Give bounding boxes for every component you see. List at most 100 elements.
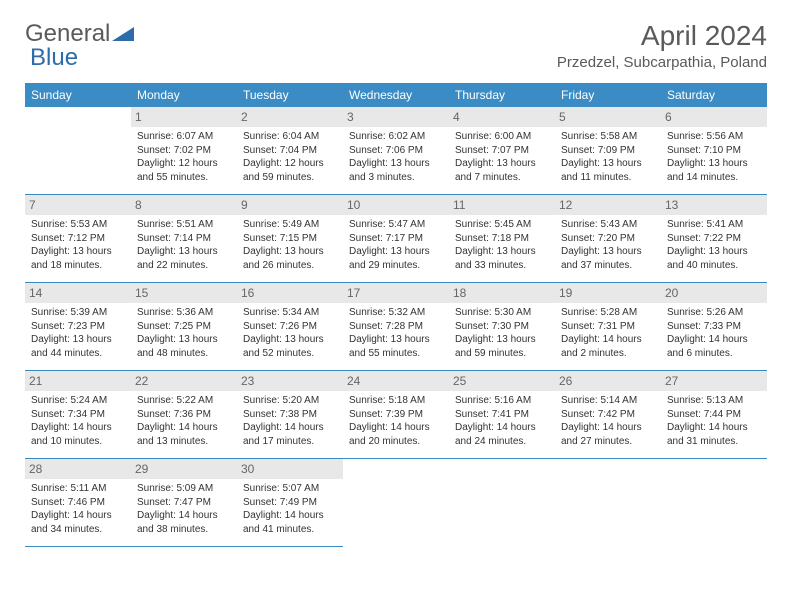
day-number: 8 [131, 195, 237, 215]
sunrise-text: Sunrise: 5:47 AM [349, 218, 443, 232]
sunset-text: Sunset: 7:42 PM [561, 408, 655, 422]
sunrise-text: Sunrise: 5:24 AM [31, 394, 125, 408]
day-number: 22 [131, 371, 237, 391]
calendar-cell: 15Sunrise: 5:36 AMSunset: 7:25 PMDayligh… [131, 283, 237, 371]
sunset-text: Sunset: 7:44 PM [667, 408, 761, 422]
day-header: Friday [555, 83, 661, 107]
day-number: 9 [237, 195, 343, 215]
daylight-text: Daylight: 14 hours [137, 421, 231, 435]
calendar-cell: 11Sunrise: 5:45 AMSunset: 7:18 PMDayligh… [449, 195, 555, 283]
sunset-text: Sunset: 7:20 PM [561, 232, 655, 246]
daylight-text: Daylight: 12 hours [137, 157, 231, 171]
daylight-text: and 11 minutes. [561, 171, 655, 185]
sunset-text: Sunset: 7:02 PM [137, 144, 231, 158]
day-number: 6 [661, 107, 767, 127]
calendar-cell: 1Sunrise: 6:07 AMSunset: 7:02 PMDaylight… [131, 107, 237, 195]
daylight-text: Daylight: 13 hours [243, 245, 337, 259]
calendar-cell [343, 459, 449, 547]
sunset-text: Sunset: 7:12 PM [31, 232, 125, 246]
daylight-text: and 37 minutes. [561, 259, 655, 273]
calendar-cell: 7Sunrise: 5:53 AMSunset: 7:12 PMDaylight… [25, 195, 131, 283]
daylight-text: Daylight: 12 hours [243, 157, 337, 171]
sunset-text: Sunset: 7:09 PM [561, 144, 655, 158]
daylight-text: and 14 minutes. [667, 171, 761, 185]
calendar-cell [661, 459, 767, 547]
day-number: 17 [343, 283, 449, 303]
daylight-text: Daylight: 13 hours [667, 245, 761, 259]
day-number: 15 [131, 283, 237, 303]
day-number: 28 [25, 459, 131, 479]
sunset-text: Sunset: 7:28 PM [349, 320, 443, 334]
sunset-text: Sunset: 7:15 PM [243, 232, 337, 246]
calendar-cell: 30Sunrise: 5:07 AMSunset: 7:49 PMDayligh… [237, 459, 343, 547]
sunrise-text: Sunrise: 5:26 AM [667, 306, 761, 320]
calendar-body: 1Sunrise: 6:07 AMSunset: 7:02 PMDaylight… [25, 107, 767, 547]
sunrise-text: Sunrise: 5:56 AM [667, 130, 761, 144]
day-number: 19 [555, 283, 661, 303]
daylight-text: Daylight: 14 hours [243, 509, 337, 523]
day-number: 2 [237, 107, 343, 127]
logo-text-2: Blue [30, 44, 78, 72]
sunrise-text: Sunrise: 5:18 AM [349, 394, 443, 408]
sunset-text: Sunset: 7:31 PM [561, 320, 655, 334]
sunset-text: Sunset: 7:17 PM [349, 232, 443, 246]
daylight-text: and 38 minutes. [137, 523, 231, 537]
day-number: 20 [661, 283, 767, 303]
daylight-text: and 22 minutes. [137, 259, 231, 273]
day-header: Monday [131, 83, 237, 107]
calendar-cell: 21Sunrise: 5:24 AMSunset: 7:34 PMDayligh… [25, 371, 131, 459]
header: General April 2024 Przedzel, Subcarpathi… [25, 20, 767, 71]
sunset-text: Sunset: 7:34 PM [31, 408, 125, 422]
daylight-text: and 13 minutes. [137, 435, 231, 449]
calendar-cell: 23Sunrise: 5:20 AMSunset: 7:38 PMDayligh… [237, 371, 343, 459]
daylight-text: and 48 minutes. [137, 347, 231, 361]
sunset-text: Sunset: 7:10 PM [667, 144, 761, 158]
daylight-text: Daylight: 14 hours [349, 421, 443, 435]
daylight-text: and 6 minutes. [667, 347, 761, 361]
month-title: April 2024 [557, 20, 767, 52]
sunrise-text: Sunrise: 5:36 AM [137, 306, 231, 320]
day-number: 25 [449, 371, 555, 391]
sunset-text: Sunset: 7:04 PM [243, 144, 337, 158]
calendar-cell: 17Sunrise: 5:32 AMSunset: 7:28 PMDayligh… [343, 283, 449, 371]
calendar-cell: 25Sunrise: 5:16 AMSunset: 7:41 PMDayligh… [449, 371, 555, 459]
daylight-text: Daylight: 13 hours [667, 157, 761, 171]
day-number: 14 [25, 283, 131, 303]
calendar-table: Sunday Monday Tuesday Wednesday Thursday… [25, 83, 767, 547]
day-header-row: Sunday Monday Tuesday Wednesday Thursday… [25, 83, 767, 107]
day-number: 27 [661, 371, 767, 391]
sunset-text: Sunset: 7:25 PM [137, 320, 231, 334]
sunrise-text: Sunrise: 5:30 AM [455, 306, 549, 320]
calendar-cell: 29Sunrise: 5:09 AMSunset: 7:47 PMDayligh… [131, 459, 237, 547]
day-number: 24 [343, 371, 449, 391]
calendar-cell: 2Sunrise: 6:04 AMSunset: 7:04 PMDaylight… [237, 107, 343, 195]
sunrise-text: Sunrise: 5:11 AM [31, 482, 125, 496]
daylight-text: Daylight: 14 hours [667, 421, 761, 435]
sunrise-text: Sunrise: 5:39 AM [31, 306, 125, 320]
calendar-row: 14Sunrise: 5:39 AMSunset: 7:23 PMDayligh… [25, 283, 767, 371]
day-header: Tuesday [237, 83, 343, 107]
day-number: 10 [343, 195, 449, 215]
calendar-row: 7Sunrise: 5:53 AMSunset: 7:12 PMDaylight… [25, 195, 767, 283]
calendar-row: 21Sunrise: 5:24 AMSunset: 7:34 PMDayligh… [25, 371, 767, 459]
sunset-text: Sunset: 7:22 PM [667, 232, 761, 246]
sunset-text: Sunset: 7:33 PM [667, 320, 761, 334]
calendar-cell: 14Sunrise: 5:39 AMSunset: 7:23 PMDayligh… [25, 283, 131, 371]
sunrise-text: Sunrise: 5:13 AM [667, 394, 761, 408]
day-number: 18 [449, 283, 555, 303]
calendar-cell: 10Sunrise: 5:47 AMSunset: 7:17 PMDayligh… [343, 195, 449, 283]
day-number: 23 [237, 371, 343, 391]
sunset-text: Sunset: 7:39 PM [349, 408, 443, 422]
sunrise-text: Sunrise: 5:34 AM [243, 306, 337, 320]
daylight-text: and 29 minutes. [349, 259, 443, 273]
daylight-text: and 24 minutes. [455, 435, 549, 449]
daylight-text: and 34 minutes. [31, 523, 125, 537]
calendar-cell: 28Sunrise: 5:11 AMSunset: 7:46 PMDayligh… [25, 459, 131, 547]
sunrise-text: Sunrise: 5:58 AM [561, 130, 655, 144]
daylight-text: Daylight: 13 hours [455, 333, 549, 347]
day-header: Saturday [661, 83, 767, 107]
daylight-text: and 18 minutes. [31, 259, 125, 273]
daylight-text: and 33 minutes. [455, 259, 549, 273]
calendar-cell: 18Sunrise: 5:30 AMSunset: 7:30 PMDayligh… [449, 283, 555, 371]
daylight-text: and 55 minutes. [137, 171, 231, 185]
